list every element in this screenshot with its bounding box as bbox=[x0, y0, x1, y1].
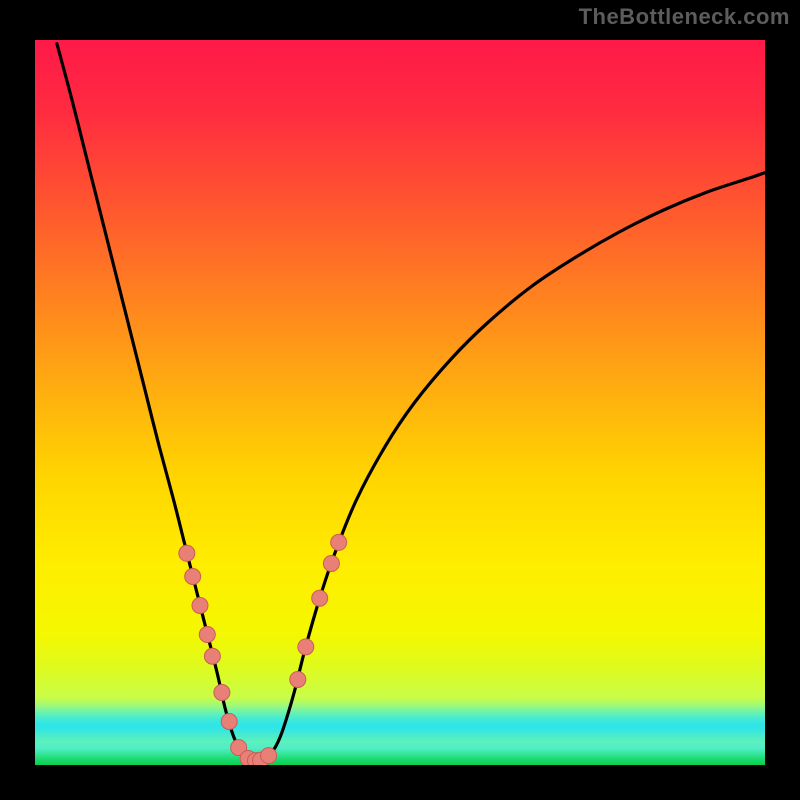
plot-frame bbox=[35, 40, 765, 765]
data-marker bbox=[179, 545, 195, 561]
data-marker bbox=[323, 555, 339, 571]
watermark-text: TheBottleneck.com bbox=[579, 4, 790, 30]
data-marker bbox=[298, 639, 314, 655]
data-marker bbox=[192, 598, 208, 614]
data-marker bbox=[204, 648, 220, 664]
data-marker bbox=[312, 590, 328, 606]
data-marker bbox=[290, 671, 306, 687]
chart-stage: TheBottleneck.com bbox=[0, 0, 800, 800]
data-marker bbox=[221, 714, 237, 730]
data-marker bbox=[261, 748, 277, 764]
data-marker bbox=[214, 685, 230, 701]
data-marker bbox=[185, 569, 201, 585]
data-marker bbox=[199, 627, 215, 643]
plot-svg bbox=[35, 40, 765, 765]
data-marker bbox=[331, 534, 347, 550]
gradient-background bbox=[35, 40, 765, 765]
